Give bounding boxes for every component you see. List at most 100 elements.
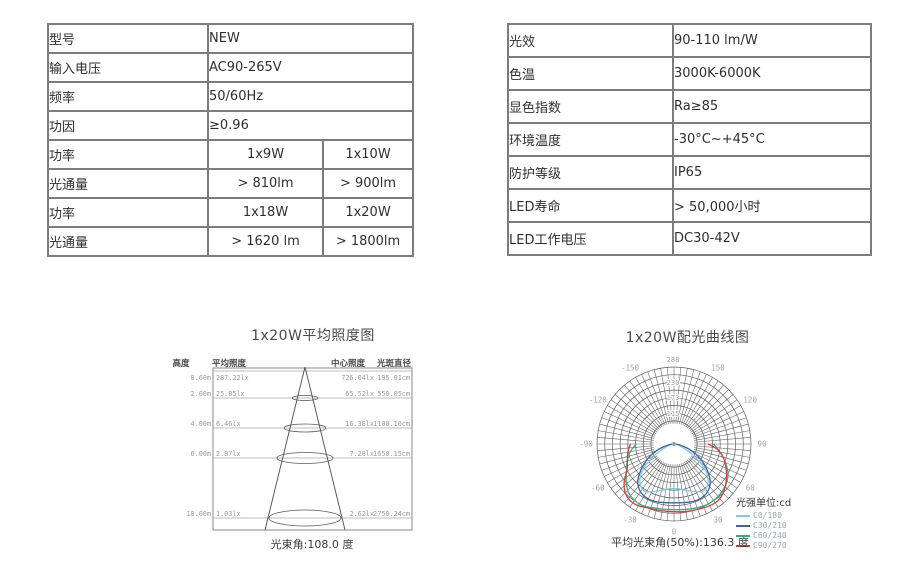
angle-label: -30	[623, 516, 637, 525]
polar-spoke	[694, 445, 751, 451]
avg-illuminance-value: 1.03lx	[216, 510, 241, 518]
legend-color-swatch	[736, 534, 750, 537]
spec-value: DC30-42V	[672, 221, 872, 256]
polar-spoke	[604, 452, 656, 477]
polar-spoke	[684, 461, 713, 511]
polar-spoke	[604, 411, 656, 436]
spec-value: Ra≥85	[672, 89, 872, 124]
spec-label: 功率	[47, 139, 209, 170]
spot-diameter-value: 550.05cm	[377, 390, 410, 398]
cone-col-header: 高度	[172, 358, 190, 369]
polar-spoke	[691, 454, 741, 483]
radial-tick-label: 115	[667, 410, 680, 418]
intensity-curve-C30-210	[637, 443, 711, 504]
spec-row: 光通量 > 810lm > 900lm	[47, 168, 415, 199]
angle-label: 120	[743, 396, 757, 405]
spec-row: LED工作电压 DC30-42V	[507, 221, 872, 256]
spec-value: > 1620 lm	[207, 226, 324, 257]
optical-spec-table: 光效 90-110 lm/W 色温 3000K-6000K 显色指数 Ra≥85 环境温度 -…	[507, 23, 872, 256]
cone-col-header: 平均照度	[212, 358, 247, 369]
illuminance-chart-title: 1x20W平均照度图	[251, 328, 375, 344]
cone-frame	[212, 367, 413, 531]
legend-series-label: C60/240	[753, 531, 787, 540]
center-illuminance-value: 16.38lx	[345, 420, 374, 428]
height-label: 6.00m	[191, 450, 211, 458]
center-illuminance-value: 7.28lx	[349, 450, 374, 458]
angle-label: -150	[621, 363, 640, 372]
polar-spoke	[691, 405, 741, 434]
spec-value: 3000K-6000K	[672, 56, 872, 91]
polar-spoke	[614, 394, 659, 432]
angle-label: 90	[757, 440, 767, 449]
polar-spoke	[686, 459, 724, 504]
height-label: 2.00m	[191, 390, 211, 398]
polar-spoke	[684, 377, 713, 427]
spec-row: LED寿命 > 50,000小时	[507, 188, 872, 223]
light-distribution-polar-chart: 288 230 173 115 -150 -120 -90 -60 -30 0 30 60 90 120 1…	[579, 355, 767, 537]
spec-row: 色温 3000K-6000K	[507, 56, 872, 91]
polar-spoke	[685, 380, 719, 428]
spec-row: 显色指数 Ra≥85	[507, 89, 872, 124]
spec-value: ≥0.96	[206, 110, 415, 141]
spec-label: 频率	[47, 81, 209, 112]
polar-spoke	[680, 371, 701, 425]
legend-entry: C0/180	[736, 511, 856, 521]
center-illuminance-value: 2.62lx	[349, 510, 374, 518]
polar-spoke	[598, 447, 654, 458]
polar-spoke	[641, 462, 666, 514]
polar-spoke	[689, 394, 734, 432]
avg-illuminance-value: 287.22lx	[216, 374, 249, 382]
polar-spoke	[692, 411, 744, 436]
avg-illuminance-value: 6.46lx	[216, 420, 241, 428]
polar-spoke	[675, 367, 681, 424]
radial-tick-label: 230	[667, 379, 680, 387]
legend-entry: C90/270	[736, 541, 856, 551]
spec-row: 频率 50/60Hz	[47, 81, 415, 112]
spec-label: LED工作电压	[507, 221, 674, 256]
illuminance-cone-diagram: 高度 平均照度 中心照度 光斑直径 0.60m 287.22lx 726.04lx 105.0…	[172, 358, 413, 531]
legend-series-label: C90/270	[753, 541, 787, 550]
legend-entry: C30/210	[736, 521, 856, 531]
cone-left-edge	[264, 366, 306, 531]
polar-spoke	[693, 417, 747, 438]
avg-illuminance-value: 25.85lx	[216, 390, 245, 398]
spec-value: 1x18W	[207, 197, 324, 228]
polar-spoke	[624, 384, 662, 429]
polar-spoke	[614, 456, 659, 494]
legend-entry: C60/240	[736, 531, 856, 541]
spec-value: IP65	[672, 155, 872, 190]
polar-spoke	[682, 462, 707, 514]
legend-color-swatch	[736, 514, 750, 517]
intensity-curve-C0-180	[639, 443, 709, 493]
polar-spoke	[679, 369, 695, 425]
angle-label: -90	[579, 440, 593, 449]
legend-series-label: C0/180	[753, 511, 782, 520]
polar-spoke	[610, 399, 658, 433]
light-spot-ellipse	[268, 509, 342, 527]
spec-value: AC90-265V	[206, 52, 415, 83]
light-spot-ellipse	[291, 395, 319, 401]
spot-diameter-value: 2750.24cm	[373, 510, 410, 518]
polar-spoke	[660, 368, 671, 424]
spot-diameter-value: 1650.15cm	[373, 450, 410, 458]
cone-col-header: 中心照度	[331, 358, 366, 369]
spec-label: 防护等级	[507, 155, 674, 190]
avg-beam-angle-caption: 平均光束角(50%):136.3 度	[611, 536, 749, 549]
height-label: 10.00m	[186, 510, 211, 518]
polar-spoke	[677, 368, 688, 424]
polar-spoke	[667, 367, 673, 424]
polar-spoke	[607, 454, 657, 483]
spec-value: 50/60Hz	[206, 81, 415, 112]
spec-label: 显色指数	[507, 89, 674, 124]
polar-spoke	[686, 384, 724, 429]
light-spot-ellipse	[276, 452, 334, 464]
legend-series-label: C30/210	[753, 521, 787, 530]
spec-label: 功因	[47, 110, 209, 141]
spec-row: 型号 NEW	[47, 23, 415, 54]
legend-unit-label: 光强单位:cd	[736, 498, 792, 509]
polar-spoke	[692, 452, 744, 477]
polar-spoke	[601, 417, 655, 438]
spec-value: 1x10W	[321, 139, 415, 170]
polar-spoke	[694, 447, 750, 458]
